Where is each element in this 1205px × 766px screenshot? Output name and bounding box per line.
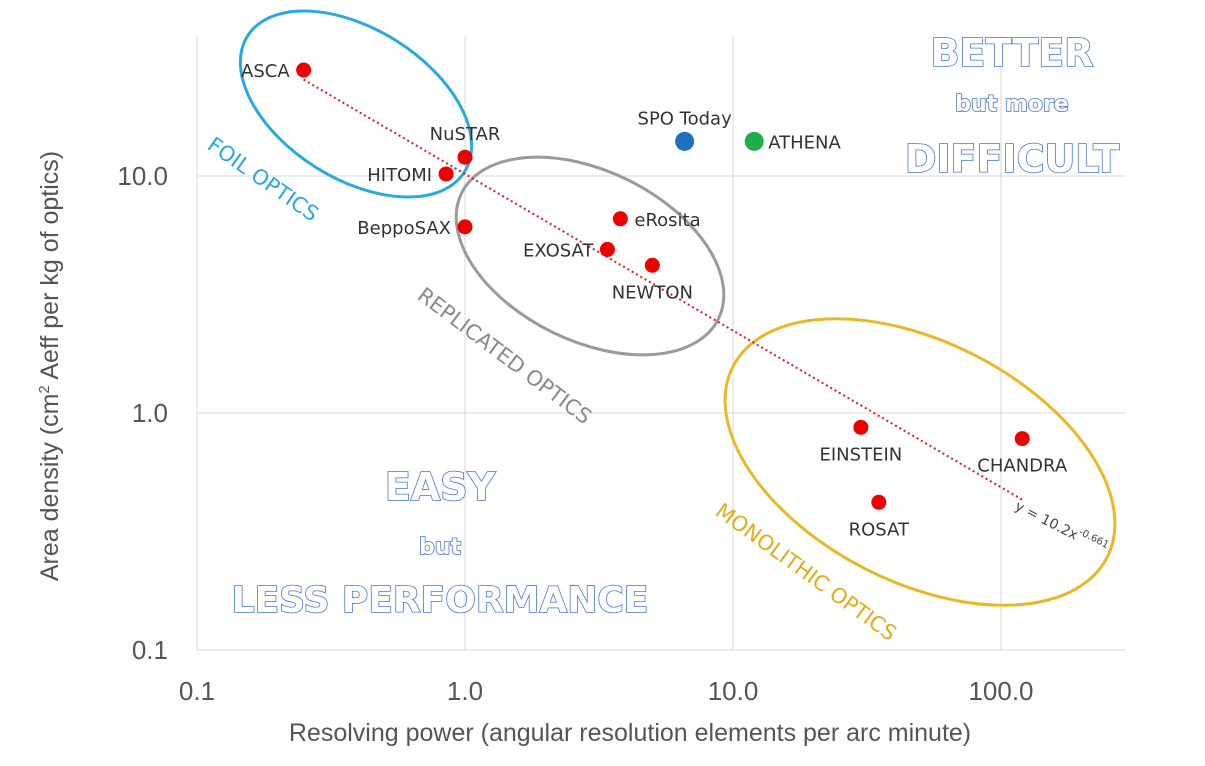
trendline-equation-prefix: y = 10.2x <box>1012 498 1080 543</box>
less-performance-callout: LESS PERFORMANCE <box>232 580 649 621</box>
trendline-equation-exponent: -0.661 <box>1077 527 1111 551</box>
point-label-einstein: EINSTEIN <box>820 444 903 465</box>
replicated-optics-label: REPLICATED OPTICS <box>413 283 596 429</box>
but-more-callout: but more <box>955 92 1068 117</box>
but-callout: but <box>419 535 461 560</box>
y-tick-label: 10.0 <box>117 161 168 191</box>
point-label-erosita: eRosita <box>634 210 700 231</box>
y-axis-title-sup: 2 <box>36 385 53 393</box>
easy-callout: EASY <box>385 465 496 509</box>
point-label-newton: NEWTON <box>612 282 693 303</box>
point-label-hitomi: HITOMI <box>367 165 432 186</box>
difficult-callout: DIFFICULT <box>905 137 1119 181</box>
point-label-bepposax: BeppoSAX <box>357 218 451 239</box>
point-label-asca: ASCA <box>241 61 290 82</box>
point-athena <box>744 131 764 151</box>
point-label-nustar: NuSTAR <box>430 124 501 145</box>
x-axis-title: Resolving power (angular resolution elem… <box>289 719 971 747</box>
trendline-equation: y = 10.2x-0.661 <box>1012 496 1110 559</box>
replicated-optics-ellipse <box>454 155 726 357</box>
point-einstein <box>853 419 869 435</box>
foil-optics-label: FOIL OPTICS <box>203 132 323 226</box>
y-axis-title-main: Area density (cm <box>36 394 64 582</box>
point-label-spo-today: SPO Today <box>638 108 733 129</box>
point-label-chandra: CHANDRA <box>977 456 1068 477</box>
point-label-rosat: ROSAT <box>849 519 910 540</box>
y-axis-title-rest: Aeff per kg of optics) <box>36 151 64 385</box>
y-tick-label: 1.0 <box>132 398 168 428</box>
point-newton <box>644 257 660 273</box>
y-axis-title: Area density (cm2 Aeff per kg of optics) <box>36 151 64 581</box>
point-nustar <box>457 149 473 165</box>
x-tick-label: 1.0 <box>447 676 483 706</box>
trendline <box>303 78 1023 501</box>
y-tick-label: 0.1 <box>132 635 168 665</box>
x-axis-ticks: 0.1 1.0 10.0 100.0 <box>179 676 1034 706</box>
foil-optics-ellipse <box>238 9 474 199</box>
point-label-exosat: EXOSAT <box>523 240 594 261</box>
point-hitomi <box>438 166 454 182</box>
point-bepposax <box>457 219 473 235</box>
point-chandra <box>1014 431 1030 447</box>
point-spo-today <box>675 131 695 151</box>
x-tick-label: 100.0 <box>968 676 1033 706</box>
better-callout: BETTER <box>931 31 1094 75</box>
grid <box>196 36 1126 651</box>
point-rosat <box>871 494 887 510</box>
data-points: ASCA NuSTAR HITOMI BeppoSAX eRosita EXOSAT NEW… <box>241 61 1068 540</box>
x-tick-label: 10.0 <box>708 676 759 706</box>
y-axis-ticks: 0.1 1.0 10.0 <box>117 161 168 665</box>
point-exosat <box>599 241 615 257</box>
x-tick-label: 0.1 <box>179 676 215 706</box>
point-erosita <box>612 211 628 227</box>
monolithic-optics-ellipse <box>723 317 1117 607</box>
point-asca <box>296 62 312 78</box>
point-label-athena: ATHENA <box>768 132 841 153</box>
